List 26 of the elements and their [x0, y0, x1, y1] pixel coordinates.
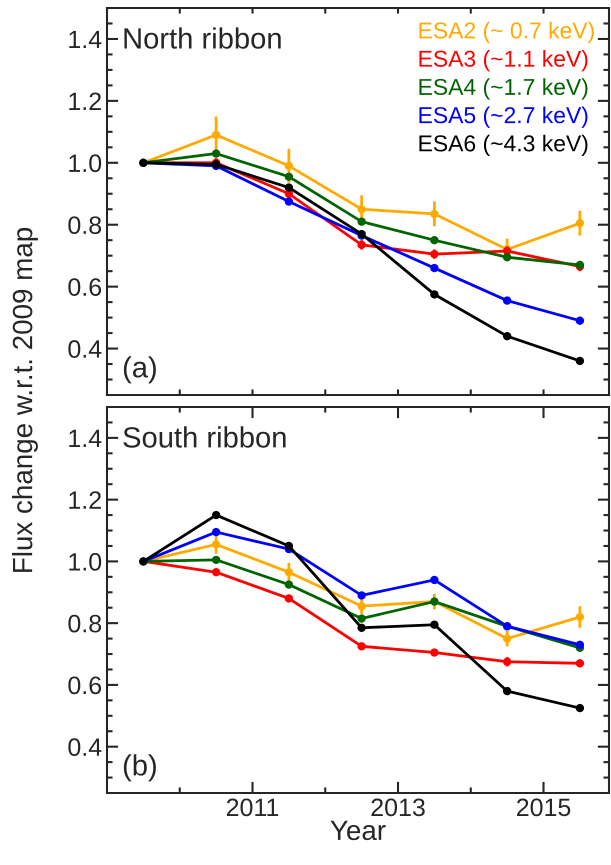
annotation: South ribbon — [123, 426, 286, 448]
x-tick-label: 2011 — [226, 798, 278, 816]
y-tick-label: 0.4 — [68, 340, 102, 358]
text: ESA3 (~1.1 keV) — [419, 50, 588, 72]
y-tick-label: 0.6 — [68, 278, 102, 296]
y-tick-label: 1.0 — [69, 553, 102, 571]
x-tick-label: 2013 — [371, 798, 425, 816]
annotation: (a) — [124, 356, 156, 384]
text: ESA6 (~4.3 keV) — [419, 134, 588, 156]
y-tick-label: 0.4 — [68, 738, 102, 756]
x-axis-title: Year — [330, 820, 386, 840]
y-tick-label: 0.6 — [68, 676, 102, 694]
y-tick-label: 1.0 — [69, 154, 102, 172]
text: ESA2 (~ 0.7 keV) — [419, 22, 594, 44]
annotation: North ribbon — [124, 27, 281, 49]
y-tick-label: 0.8 — [68, 614, 102, 632]
x-tick-label: 2015 — [516, 798, 570, 816]
text: ESA4 (~1.7 keV) — [419, 78, 588, 100]
y-tick-label: 1.2 — [69, 92, 101, 110]
y-tick-label: 1.4 — [69, 30, 102, 48]
y-tick-label: 1.4 — [69, 430, 102, 447]
y-tick-label: 0.8 — [68, 216, 102, 234]
y-tick-label: 1.2 — [69, 491, 101, 509]
y-axis-title: Flux change w.r.t. 2009 map — [12, 228, 38, 572]
annotation: (b) — [124, 754, 156, 782]
text: ESA5 (~2.7 keV) — [419, 106, 588, 128]
